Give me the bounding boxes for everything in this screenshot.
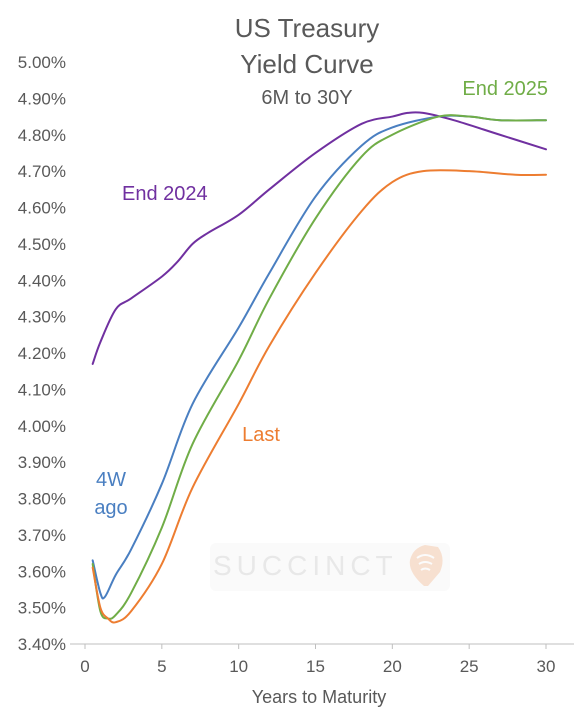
y-tick-label: 3.50% [18,599,66,618]
x-tick-label: 0 [80,657,89,676]
y-tick-label: 4.00% [18,417,66,436]
succinct-watermark: SUCCINCT [210,543,450,591]
watermark-background [210,543,450,591]
x-tick-label: 10 [229,657,248,676]
y-tick-label: 4.70% [18,162,66,181]
chart-title-line-1: US Treasury [235,13,380,43]
series-label-end-2024: End 2024 [122,183,208,205]
x-tick-label: 15 [306,657,325,676]
chart-title: US Treasury Yield Curve 6M to 30Y [235,13,380,109]
y-tick-label: 3.40% [18,635,66,654]
x-tick-label: 20 [383,657,402,676]
y-axis: 3.40% 3.50% 3.60% 3.70% 3.80% 3.90% 4.00% 4.10%… [18,53,66,654]
series-label-4w-ago: 4W [96,469,126,491]
y-tick-label: 3.80% [18,490,66,509]
series-label-last: Last [242,424,280,446]
chart-title-line-2: Yield Curve [240,49,373,79]
y-tick-label: 4.20% [18,344,66,363]
x-axis: 0 5 10 15 20 25 30 [70,643,574,676]
series-line-end-2025 [91,114,547,620]
series-line-last [91,169,547,624]
series-layer [91,111,547,624]
y-tick-label: 4.50% [18,235,66,254]
series-labels: End 2024 4W ago End 2025 Last [94,78,548,519]
y-tick-label: 3.70% [18,526,66,545]
y-tick-label: 4.80% [18,126,66,145]
succinct-logo-icon [409,545,443,586]
series-line-end-2024 [91,111,547,365]
watermark-text: SUCCINCT [213,550,398,581]
chart-subtitle: 6M to 30Y [261,87,352,109]
x-axis-label: Years to Maturity [252,687,386,707]
y-tick-label: 4.90% [18,89,66,108]
y-tick-label: 4.40% [18,271,66,290]
series-label-end-2025: End 2025 [462,78,548,100]
y-tick-label: 4.60% [18,199,66,218]
y-tick-label: 3.60% [18,562,66,581]
x-tick-label: 5 [157,657,166,676]
y-tick-label: 5.00% [18,53,66,72]
y-tick-label: 4.10% [18,380,66,399]
x-tick-label: 30 [537,657,556,676]
x-tick-label: 25 [460,657,479,676]
series-label-4w-ago: ago [94,497,127,519]
y-tick-label: 3.90% [18,453,66,472]
y-tick-label: 4.30% [18,308,66,327]
